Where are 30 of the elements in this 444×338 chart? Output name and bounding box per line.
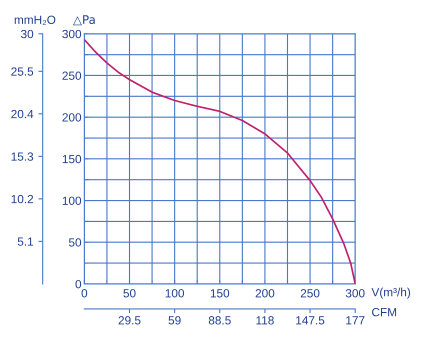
x2-tick-label: 29.5: [118, 316, 140, 325]
x-tick-label: 150: [210, 289, 230, 298]
x-tick-label: 200: [256, 289, 274, 298]
y-tick-label: 250: [62, 72, 82, 80]
y-tick-label: 0: [75, 280, 82, 288]
x-tick-label: 300: [346, 289, 365, 298]
y2-axis-title: mmH₂O: [14, 16, 56, 25]
x-tick-label: 100: [166, 289, 184, 298]
y-tick-label: 150: [62, 154, 82, 164]
y2-tick-label: 20.4: [11, 110, 34, 118]
x2-tick-label: 88.5: [208, 316, 231, 325]
x2-tick-label: 147.5: [296, 316, 324, 325]
x2-axis-title: CFM: [372, 308, 396, 316]
x-tick-label: 50: [123, 289, 136, 298]
x2-tick-label: 177: [346, 316, 364, 324]
y-tick-label: 50: [68, 238, 82, 247]
y-axis-title: △Pa: [72, 15, 95, 26]
x-tick-label: 0: [82, 289, 88, 298]
y2-tick-label: 10.2: [12, 194, 34, 204]
x2-tick-label: 118: [256, 316, 274, 325]
y2-tick-label: 5.1: [18, 238, 34, 246]
y2-tick-label: 25.5: [11, 67, 34, 76]
x2-tick-label: 59: [168, 316, 181, 325]
y-tick-label: 200: [62, 113, 82, 122]
x-axis-title: V(m³/h): [372, 288, 410, 299]
y2-tick-label: 30: [20, 30, 34, 38]
y-tick-label: 100: [62, 196, 82, 205]
y2-tick-label: 15.3: [12, 152, 34, 161]
x-tick-label: 250: [300, 289, 320, 298]
y-tick-label: 300: [62, 30, 82, 38]
